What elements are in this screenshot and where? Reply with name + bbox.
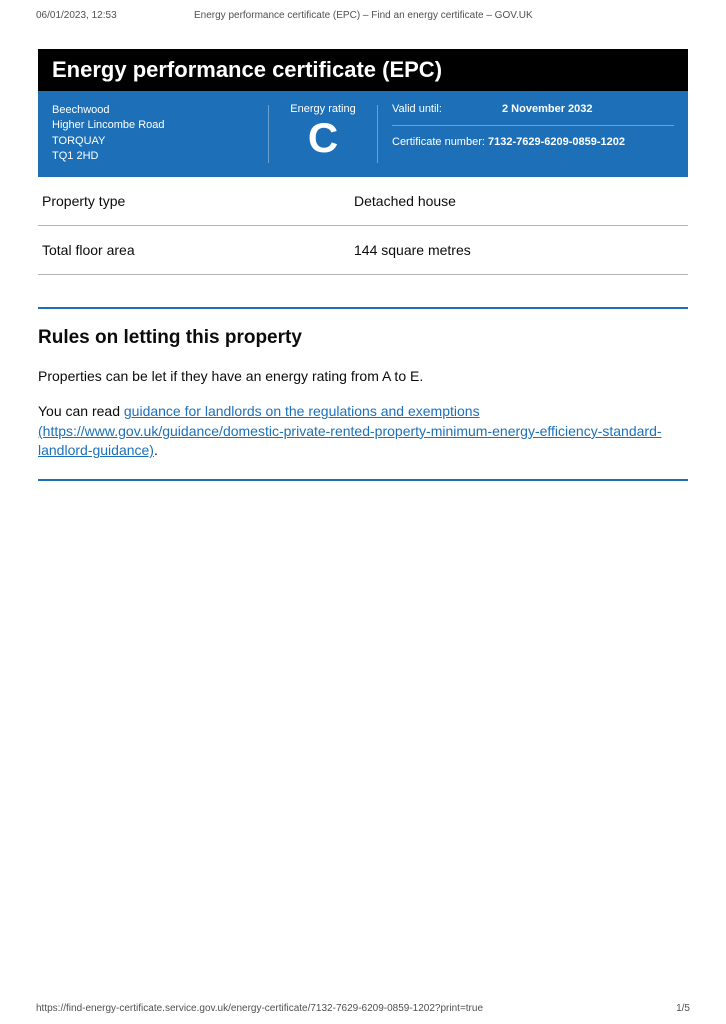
footer-url: https://find-energy-certificate.service.… xyxy=(36,1003,483,1014)
address-line: TQ1 2HD xyxy=(52,149,254,164)
property-label: Property type xyxy=(38,177,350,226)
body-paragraph: You can read guidance for landlords on t… xyxy=(38,402,688,461)
page-title: Energy performance certificate (EPC) xyxy=(52,57,442,82)
section-divider xyxy=(38,479,688,481)
certificate-number-row: Certificate number: 7132-7629-6209-0859-… xyxy=(392,126,674,148)
address-line: Higher Lincombe Road xyxy=(52,118,254,133)
section-divider xyxy=(38,307,688,309)
property-label: Total floor area xyxy=(38,225,350,274)
summary-box: Beechwood Higher Lincombe Road TORQUAY T… xyxy=(38,91,688,177)
address-line: Beechwood xyxy=(52,103,254,118)
energy-rating-block: Energy rating C xyxy=(268,91,378,177)
body-paragraph: Properties can be let if they have an en… xyxy=(38,367,688,387)
section-heading: Rules on letting this property xyxy=(38,327,688,349)
address-block: Beechwood Higher Lincombe Road TORQUAY T… xyxy=(38,91,268,177)
property-table: Property type Detached house Total floor… xyxy=(38,177,688,275)
page-content: Energy performance certificate (EPC) Bee… xyxy=(0,21,726,481)
paragraph-suffix: . xyxy=(154,442,158,458)
address-line: TORQUAY xyxy=(52,134,254,149)
valid-until-value: 2 November 2032 xyxy=(502,103,593,115)
table-row: Property type Detached house xyxy=(38,177,688,226)
property-value: Detached house xyxy=(350,177,688,226)
property-value: 144 square metres xyxy=(350,225,688,274)
print-page-title: Energy performance certificate (EPC) – F… xyxy=(117,10,610,21)
paragraph-prefix: You can read xyxy=(38,403,124,419)
certificate-number-label: Certificate number: xyxy=(392,136,485,148)
valid-until-label: Valid until: xyxy=(392,103,502,115)
energy-rating-letter: C xyxy=(268,117,378,159)
print-footer: https://find-energy-certificate.service.… xyxy=(36,1003,690,1014)
print-timestamp: 06/01/2023, 12:53 xyxy=(36,10,117,21)
print-header: 06/01/2023, 12:53 Energy performance cer… xyxy=(0,0,726,21)
guidance-link[interactable]: guidance for landlords on the regulation… xyxy=(38,403,662,458)
valid-until-row: Valid until: 2 November 2032 xyxy=(392,103,674,126)
table-row: Total floor area 144 square metres xyxy=(38,225,688,274)
page-title-bar: Energy performance certificate (EPC) xyxy=(38,49,688,91)
certificate-meta: Valid until: 2 November 2032 Certificate… xyxy=(378,91,688,177)
certificate-number-value: 7132-7629-6209-0859-1202 xyxy=(488,136,625,148)
footer-page-number: 1/5 xyxy=(676,1003,690,1014)
